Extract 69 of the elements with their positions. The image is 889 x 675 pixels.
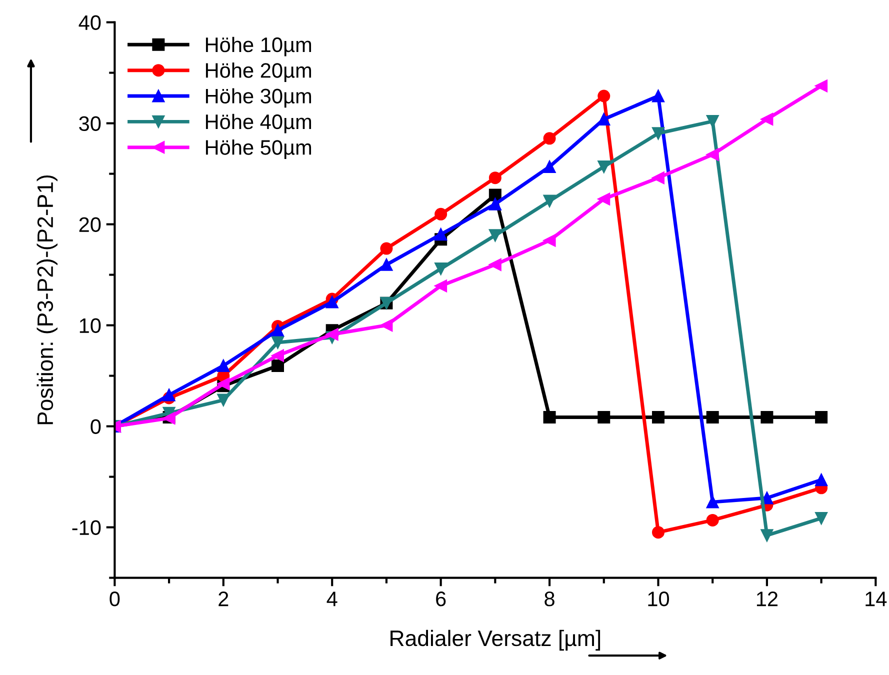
point	[598, 90, 610, 102]
y-axis-title: Position: (P3-P2)-(P2-P1)	[36, 175, 58, 424]
point	[543, 160, 556, 173]
point	[434, 262, 448, 275]
point	[434, 228, 448, 241]
point	[434, 280, 448, 292]
point	[488, 198, 502, 210]
x-tick-label: 0	[110, 592, 120, 606]
y-tick-label: 40	[78, 15, 101, 30]
point	[543, 234, 556, 247]
point	[326, 328, 338, 341]
legend-label: Höhe 20µm	[206, 62, 312, 82]
point	[706, 410, 719, 424]
legend-label: Höhe 30µm	[206, 88, 312, 108]
x-tick-label: 2	[218, 592, 228, 606]
point	[488, 258, 502, 271]
point	[434, 208, 448, 220]
y-tick-label: 20	[79, 217, 101, 232]
point	[162, 388, 176, 402]
legend-label: Höhe 40µm	[206, 114, 312, 134]
point	[652, 410, 664, 424]
legend-label: Höhe 10µm	[206, 36, 312, 56]
point	[488, 229, 502, 242]
point	[598, 410, 610, 424]
point	[217, 394, 230, 406]
y-tick-label: -10	[72, 520, 101, 536]
point	[488, 172, 502, 184]
point	[543, 132, 556, 145]
y-tick-label: 10	[80, 318, 101, 334]
point	[272, 349, 284, 362]
point	[598, 192, 610, 206]
point	[272, 336, 284, 349]
point	[706, 148, 719, 161]
legend-label: Höhe 50µm	[206, 140, 312, 159]
point	[380, 258, 393, 271]
point	[706, 115, 719, 128]
x-tick-label: 4	[326, 592, 338, 606]
point	[760, 410, 774, 424]
point	[760, 529, 774, 542]
point	[543, 194, 556, 208]
point	[598, 112, 610, 126]
x-tick-label: 14	[866, 592, 887, 606]
point	[706, 514, 719, 526]
x-tick-label: 12	[756, 592, 778, 606]
point	[815, 474, 828, 486]
x-tick-label: 10	[648, 592, 670, 606]
point	[543, 410, 556, 424]
y-tick-label: 0	[90, 419, 101, 434]
point	[380, 319, 393, 332]
point	[652, 172, 664, 184]
point	[815, 410, 828, 424]
point	[652, 127, 664, 140]
point	[488, 188, 502, 202]
point	[272, 359, 284, 372]
point	[706, 496, 719, 508]
point	[380, 242, 393, 255]
point	[598, 160, 610, 173]
point	[217, 359, 230, 372]
x-tick-label: 8	[544, 592, 554, 606]
point	[760, 112, 774, 126]
point	[815, 80, 828, 92]
point	[326, 296, 338, 308]
point	[272, 324, 284, 337]
point	[652, 526, 664, 539]
y-tick-label: 30	[79, 116, 101, 132]
point	[652, 90, 664, 102]
x-tick-label: 6	[436, 592, 446, 606]
x-axis-title: Radialer Versatz [µm]	[390, 630, 600, 651]
point	[815, 512, 828, 524]
